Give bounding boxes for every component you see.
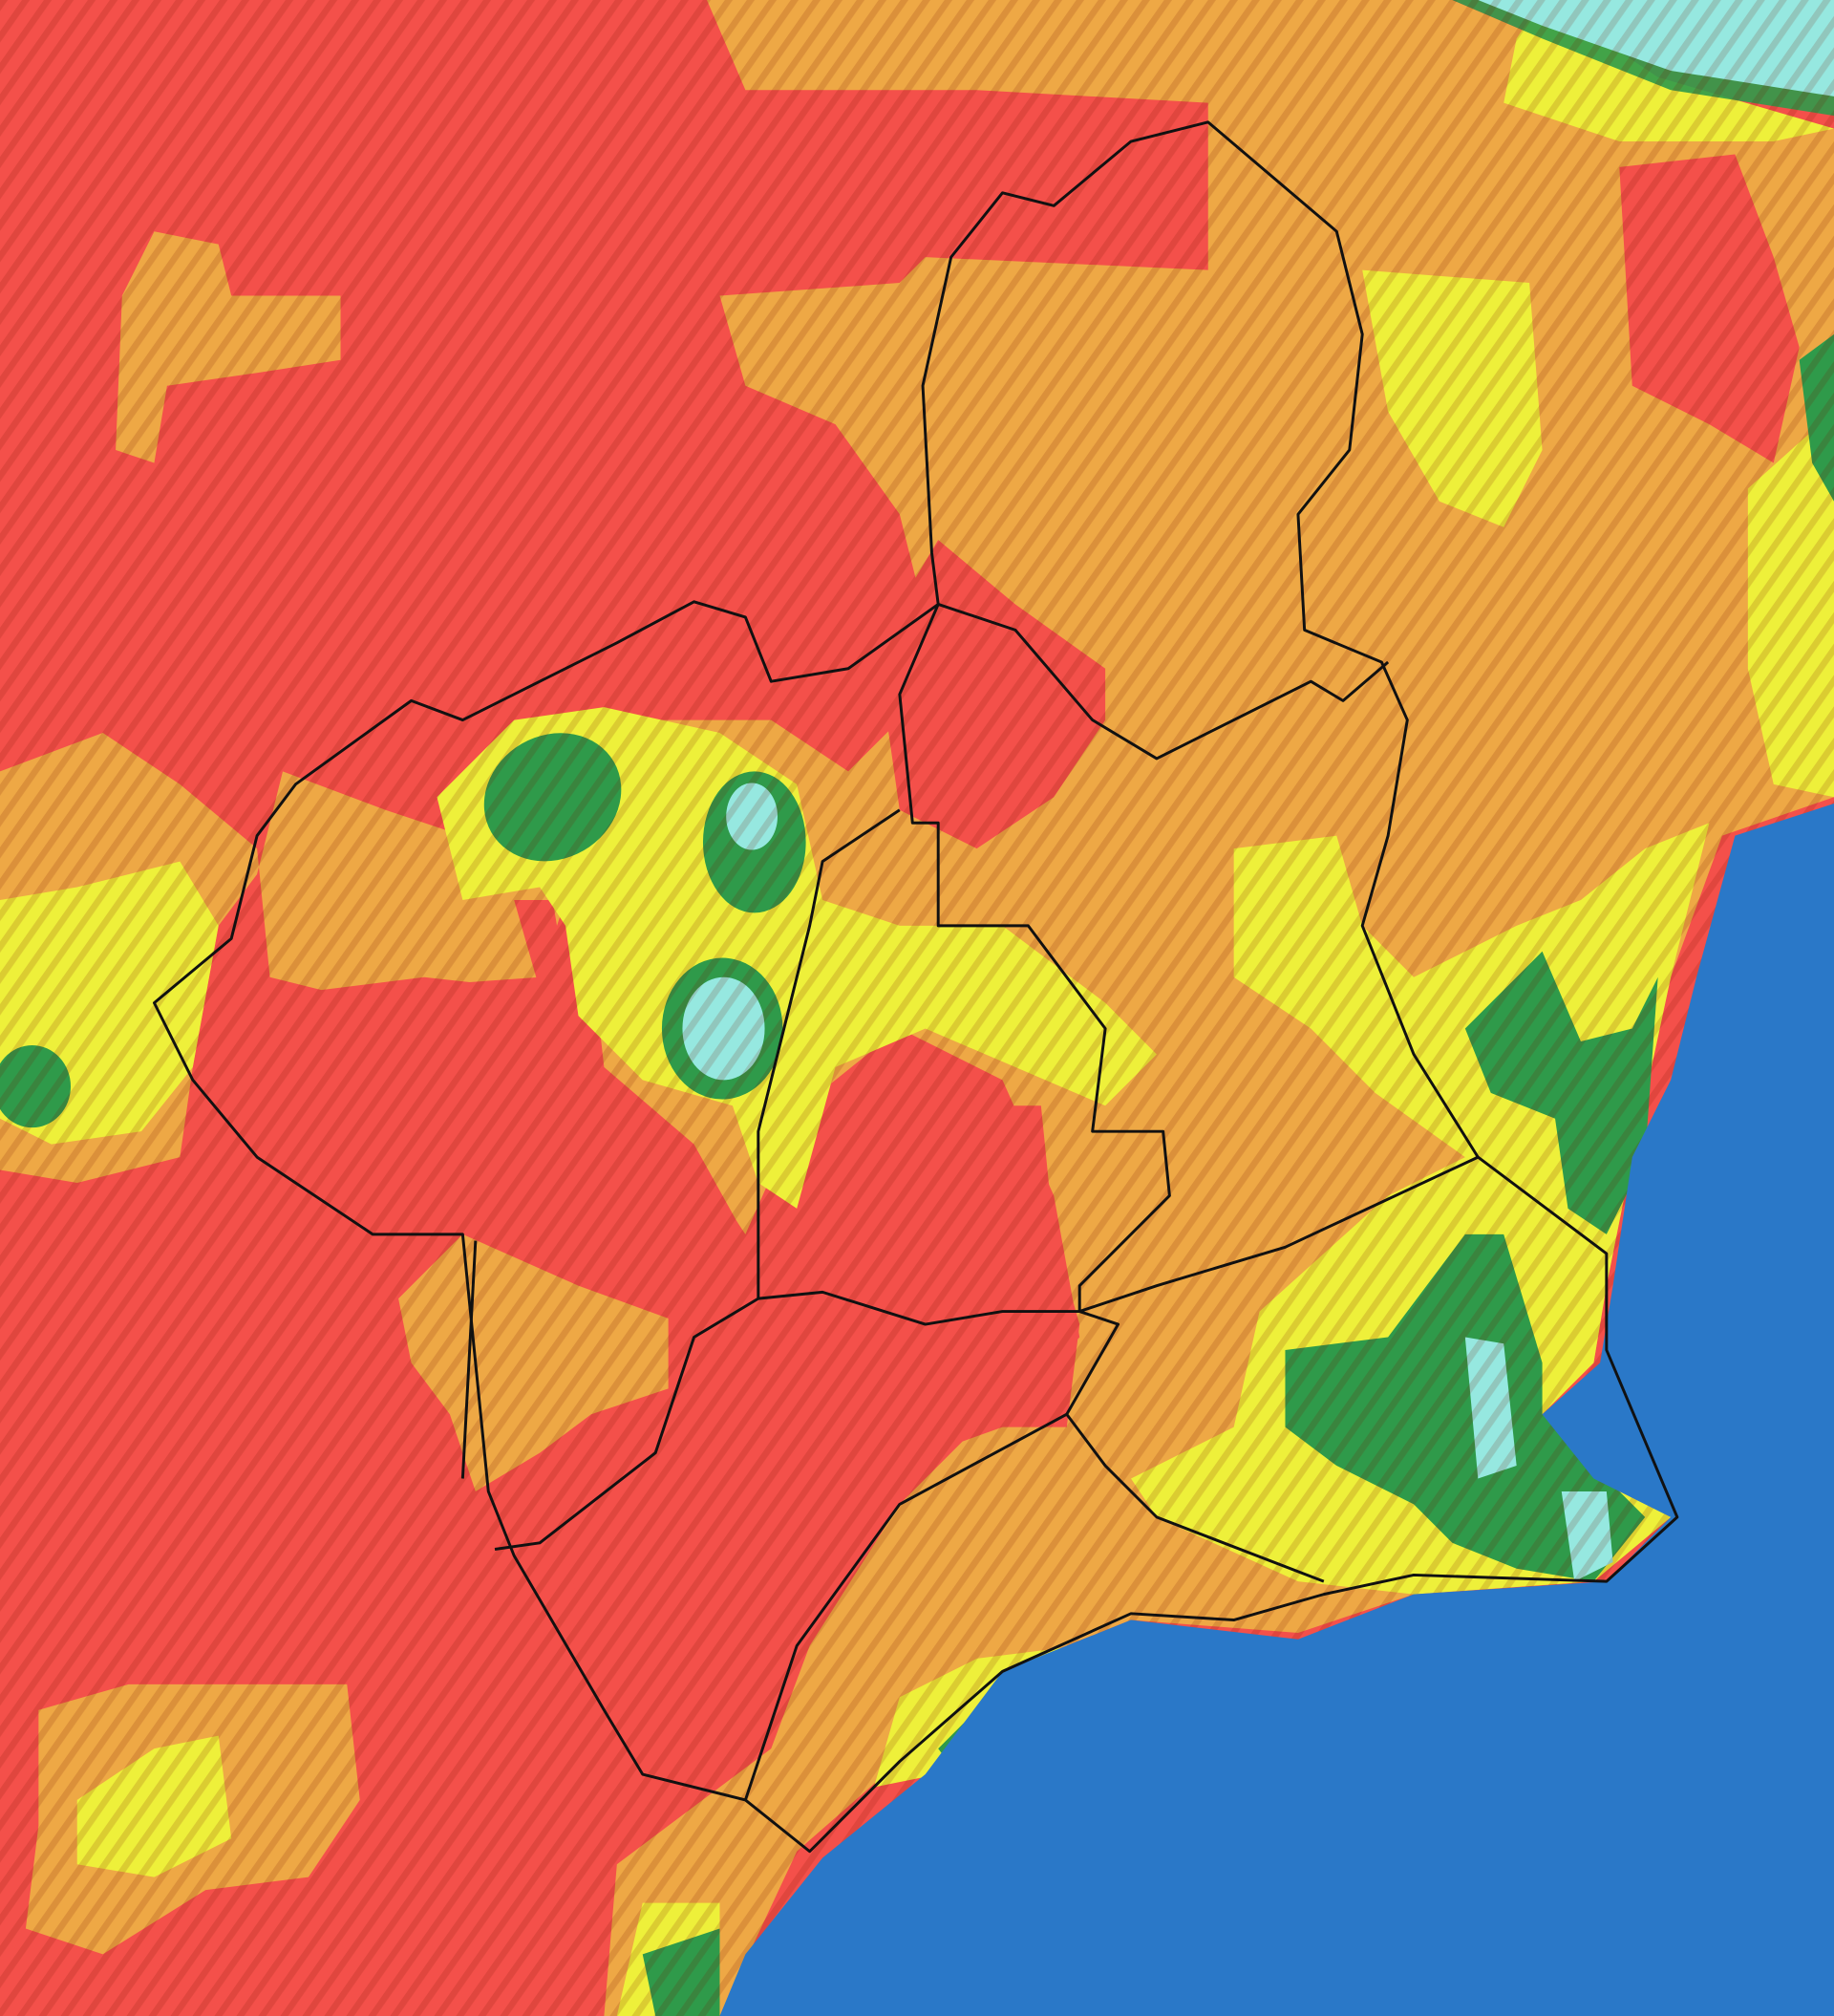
district-boundary — [460, 1240, 478, 1479]
district-boundaries — [152, 120, 1679, 1854]
district-boundary — [1078, 1155, 1479, 1313]
region-outline — [152, 120, 1679, 1854]
district-boundary — [494, 1297, 759, 1551]
district-boundary — [757, 808, 1325, 1583]
district-boundary — [898, 603, 1171, 1312]
sea — [719, 804, 1834, 2016]
district-boundary — [937, 603, 1390, 761]
district-boundary — [743, 1412, 1068, 1801]
